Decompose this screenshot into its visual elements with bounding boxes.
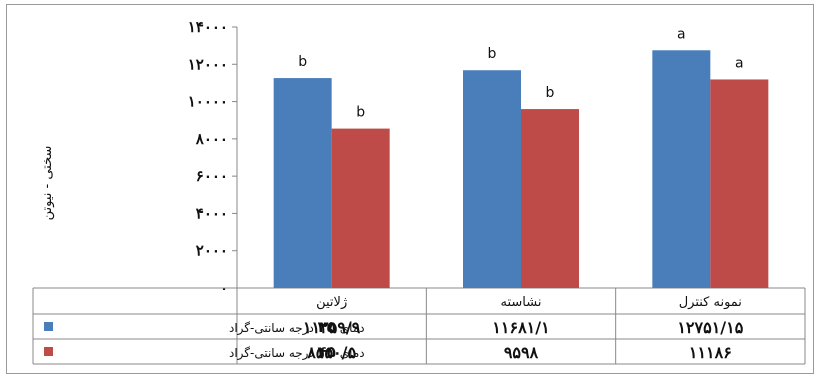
y-tick-label: ۲۰۰۰ [196,242,228,260]
chart-frame: سختی - نیوتن ۰ ۲۰۰۰ ۴۰۰۰ ۶۰۰۰ ۸۰۰۰ ۱۰۰۰۰ ۱۲۰۰۰… [6,4,814,374]
legend-swatch [44,322,53,331]
bar-series-25 [463,70,521,288]
significance-label: b [488,46,497,62]
y-tick-label: ۱۲۰۰۰ [188,55,228,73]
bar-series-45 [332,129,390,288]
table-value: ۱۲۷۵۱/۱۵ [677,318,743,337]
y-tick-label: ۴۰۰۰ [196,204,228,222]
table-value: ۱۱۲۵۹/۹ [303,318,361,337]
bar-series-25 [274,78,332,288]
hardness-bar-chart: سختی - نیوتن ۰۲۰۰۰۴۰۰۰۶۰۰۰۸۰۰۰۱۰۰۰۰۱۲۰۰۰… [7,5,815,375]
significance-label: b [356,105,365,121]
table-value: ۱۱۶۸۱/۱ [492,318,549,337]
significance-label: a [677,26,686,42]
legend-swatch [44,347,53,356]
significance-label: b [546,85,555,101]
y-tick-label: ۱۴۰۰۰ [188,18,228,36]
category-label: نمونه کنترل [679,295,742,310]
table-value: ۸۵۵۰/۵ [306,343,356,362]
y-tick-label: ۱۰۰۰۰ [188,93,228,111]
y-tick-label: ۸۰۰۰ [195,130,228,148]
table-value: ۱۱۱۸۶ [689,343,732,362]
category-label: ژلاتین [316,295,347,310]
bar-series-25 [652,50,710,288]
y-axis-label: سختی - نیوتن [40,146,55,221]
bars [274,50,769,288]
y-tick-label: ۶۰۰۰ [196,167,228,185]
category-label: نشاسته [501,295,542,310]
significance-label: a [735,55,744,71]
bar-series-45 [710,79,768,288]
significance-label: b [298,54,307,70]
bar-series-45 [521,109,579,288]
table-value: ۹۵۹۸ [504,343,539,362]
